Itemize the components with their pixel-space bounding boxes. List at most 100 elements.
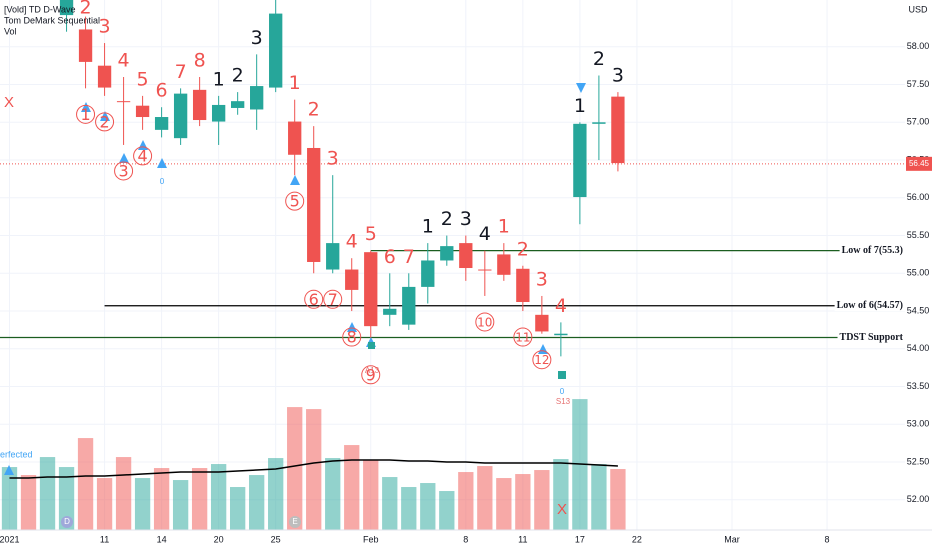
setup-count: 2 <box>441 208 453 230</box>
candle-body <box>173 93 188 139</box>
candles <box>59 0 625 357</box>
level-label-bg <box>839 244 905 256</box>
y-tick-label: 54.50 <box>907 305 930 315</box>
volume-bar <box>287 407 303 530</box>
last-price-label: 56.45 <box>909 159 930 168</box>
countdown-circle <box>285 191 305 211</box>
setup-count: 1 <box>213 68 225 90</box>
y-tick-label: 52.00 <box>907 494 930 504</box>
candle-body <box>421 260 435 287</box>
buy-arrow <box>81 102 91 112</box>
buy-arrow <box>4 465 14 475</box>
event-badge <box>61 516 73 528</box>
candle-body <box>211 104 226 122</box>
countdown-count: 2 <box>99 112 109 131</box>
setup-count: 2 <box>517 238 529 260</box>
y-tick-label: 54.00 <box>907 343 930 353</box>
setup-count: 2 <box>80 0 92 19</box>
setup-count: 1 <box>422 216 434 238</box>
volume-bar <box>553 459 569 530</box>
y-tick-label: 57.50 <box>907 79 930 89</box>
countdown-circle <box>342 327 362 347</box>
countdown-circle <box>361 365 381 385</box>
event-badge-label: D <box>64 517 70 526</box>
x-tick-label: 14 <box>157 534 167 544</box>
candle-body <box>516 268 530 302</box>
buy-arrow <box>157 158 167 168</box>
volume-pane <box>1 399 626 530</box>
volume-bar <box>439 491 455 530</box>
sell-arrow <box>576 83 586 93</box>
setup-count: 4 <box>479 223 491 245</box>
volume-bar <box>153 468 170 530</box>
setup-count: 4 <box>118 50 130 72</box>
countdown-count: 12 <box>534 353 549 367</box>
countdown-count: 3 <box>118 161 128 180</box>
candle-body <box>459 243 473 269</box>
volume-bar <box>58 467 75 530</box>
countdown-count: 10 <box>477 315 492 329</box>
buy-arrow <box>290 175 300 185</box>
volume-bar <box>96 478 113 530</box>
level-label-bg <box>834 300 905 312</box>
grid <box>0 0 905 530</box>
countdown-circle <box>114 161 134 181</box>
candle-body <box>135 105 150 118</box>
setup-count: 4 <box>346 231 358 253</box>
x-tick-label: 22 <box>632 534 642 544</box>
candle-body <box>154 117 169 130</box>
volume-bar <box>382 477 398 530</box>
buy-arrow <box>347 322 357 332</box>
x-tick-label: 8 <box>825 534 830 544</box>
indicator-label: [Vold] TD D-Wave <box>4 4 76 14</box>
y-tick-label: 53.00 <box>907 419 930 429</box>
volume-bar <box>325 458 341 530</box>
countdown-count: 6 <box>309 290 319 309</box>
candle-body <box>269 13 283 88</box>
candle-body <box>402 286 416 325</box>
countdown-circle <box>323 289 343 309</box>
volume-bar <box>306 409 322 530</box>
countdown-circle <box>304 289 324 309</box>
x-tick-label: 25 <box>271 534 281 544</box>
last-price-tag <box>906 156 932 171</box>
candle-body <box>364 252 378 327</box>
level-label-bg <box>837 331 906 343</box>
x-tick-label: 2021 <box>0 534 20 544</box>
signal-label: S13 <box>556 397 571 406</box>
price-axis-bg <box>905 0 932 550</box>
setup-count: 1 <box>498 216 510 238</box>
setup-count: 4 <box>555 295 567 317</box>
volume-bar <box>420 483 436 530</box>
volume-bar <box>534 470 550 530</box>
level-label: Low of 6(54.57) <box>837 300 903 311</box>
countdown-count: 11 <box>515 331 530 345</box>
candle-body <box>231 101 245 108</box>
volume-bar <box>249 475 265 530</box>
volume-bar <box>268 458 284 530</box>
setup-count: 6 <box>156 80 168 102</box>
candle-body <box>554 333 568 336</box>
y-tick-label: 58.00 <box>907 41 930 51</box>
volume-bar <box>1 467 18 530</box>
candle-body <box>78 29 93 62</box>
setup-count: 3 <box>460 208 472 230</box>
buy-arrow <box>100 111 110 121</box>
level-label: Low of 7(55.3) <box>842 245 903 256</box>
flag <box>558 371 566 379</box>
volume-bar <box>115 457 132 530</box>
x-tick-label: 20 <box>214 534 224 544</box>
y-tick-label: 55.00 <box>907 268 930 278</box>
signal-label: 0 <box>160 177 165 186</box>
x-tick-label: Feb <box>363 534 379 544</box>
setup-count: 3 <box>251 27 263 49</box>
flag <box>368 342 375 349</box>
countdown-count: 9 <box>366 365 376 384</box>
cross-mark: X <box>557 501 567 518</box>
candle-body <box>288 121 302 155</box>
y-tick-label: 56.00 <box>907 192 930 202</box>
setup-count: 6 <box>384 246 396 268</box>
countdown-count: 8 <box>347 328 357 347</box>
cross-mark: X <box>4 94 14 111</box>
